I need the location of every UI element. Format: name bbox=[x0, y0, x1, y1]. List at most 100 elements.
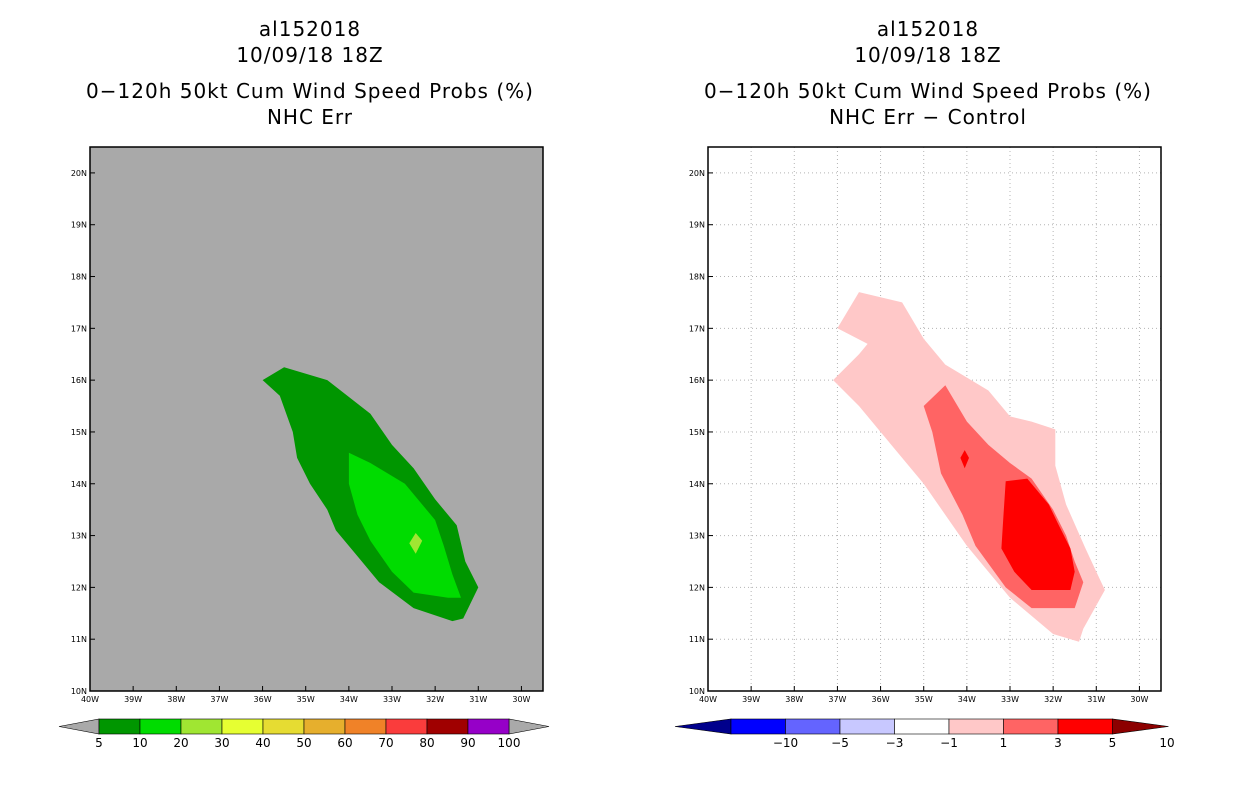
left-ytick-label: 16N bbox=[71, 376, 87, 385]
right-title-block: al152018 10/09/18 18Z 0−120h 50kt Cum Wi… bbox=[648, 16, 1208, 130]
right-product-title: 0−120h 50kt Cum Wind Speed Probs (%) bbox=[704, 79, 1152, 103]
left-colorbar-label: 10 bbox=[132, 736, 147, 750]
right-xtick-label: 32W bbox=[1044, 695, 1062, 704]
right-xtick-label: 31W bbox=[1087, 695, 1105, 704]
left-xtick-label: 34W bbox=[340, 695, 358, 704]
right-colorbar-low-arrow bbox=[674, 718, 732, 735]
left-colorbar-label: 40 bbox=[255, 736, 270, 750]
right-xtick-label: 40W bbox=[699, 695, 717, 704]
left-colorbar-swatch bbox=[221, 718, 264, 735]
right-contour-5-10-2 bbox=[1001, 478, 1075, 590]
left-colorbar-label: 30 bbox=[214, 736, 229, 750]
right-colorbar-label: 3 bbox=[1054, 736, 1062, 750]
right-colorbar-label: −3 bbox=[886, 736, 904, 750]
right-ytick-label: 12N bbox=[689, 583, 705, 592]
left-ytick-label: 11N bbox=[71, 635, 87, 644]
left-ytick-label: 12N bbox=[71, 583, 87, 592]
left-colorbar-label: 100 bbox=[498, 736, 521, 750]
left-colorbar-swatch bbox=[467, 718, 510, 735]
left-storm-id: al152018 bbox=[258, 17, 362, 41]
left-ytick-label: 17N bbox=[71, 324, 87, 333]
left-colorbar-label: 90 bbox=[460, 736, 475, 750]
left-colorbar-label: 80 bbox=[419, 736, 434, 750]
left-ytick-label: 14N bbox=[71, 480, 87, 489]
left-valid-time: 10/09/18 18Z bbox=[236, 43, 384, 67]
left-xtick-label: 40W bbox=[81, 695, 99, 704]
right-colorbar-swatch bbox=[1003, 718, 1059, 735]
left-xtick-label: 36W bbox=[254, 695, 272, 704]
right-storm-id: al152018 bbox=[876, 17, 980, 41]
right-xtick-label: 34W bbox=[958, 695, 976, 704]
right-colorbar-swatch bbox=[785, 718, 841, 735]
right-ytick-label: 16N bbox=[689, 376, 705, 385]
left-colorbar-high-arrow bbox=[508, 718, 550, 735]
left-ytick-label: 18N bbox=[71, 273, 87, 282]
left-plot-frame bbox=[89, 146, 544, 692]
right-ytick-label: 11N bbox=[689, 635, 705, 644]
left-product-title: 0−120h 50kt Cum Wind Speed Probs (%) bbox=[86, 79, 534, 103]
left-xtick-label: 32W bbox=[426, 695, 444, 704]
left-xtick-label: 38W bbox=[167, 695, 185, 704]
left-title-block: al152018 10/09/18 18Z 0−120h 50kt Cum Wi… bbox=[30, 16, 590, 130]
right-xtick-label: 36W bbox=[872, 695, 890, 704]
left-xtick-label: 37W bbox=[210, 695, 228, 704]
right-valid-time: 10/09/18 18Z bbox=[854, 43, 1002, 67]
left-subtitle: NHC Err bbox=[266, 105, 354, 129]
left-colorbar-swatch bbox=[344, 718, 387, 735]
right-xtick-label: 37W bbox=[828, 695, 846, 704]
left-xtick-label: 39W bbox=[124, 695, 142, 704]
right-plot-frame bbox=[707, 146, 1162, 692]
left-ytick-label: 19N bbox=[71, 221, 87, 230]
right-wind-prob-diff-map: 40W 39W 38W 37W 36W 35W 34W 33W 32W 31W 30W 10N 11N 1… bbox=[674, 146, 1175, 750]
left-xtick-label: 35W bbox=[297, 695, 315, 704]
right-ytick-label: 17N bbox=[689, 324, 705, 333]
left-contour-20-30-2 bbox=[409, 533, 423, 554]
right-ytick-label: 19N bbox=[689, 221, 705, 230]
left-colorbar-swatch bbox=[385, 718, 428, 735]
right-colorbar-label: 5 bbox=[1109, 736, 1117, 750]
right-xtick-label: 38W bbox=[785, 695, 803, 704]
left-xtick-label: 31W bbox=[469, 695, 487, 704]
right-colorbar-swatch bbox=[948, 718, 1004, 735]
left-colorbar-swatch bbox=[98, 718, 141, 735]
right-colorbar-swatch bbox=[730, 718, 786, 735]
right-ytick-label: 14N bbox=[689, 480, 705, 489]
right-xtick-label: 39W bbox=[742, 695, 760, 704]
left-colorbar-low-arrow bbox=[58, 718, 100, 735]
right-ytick-label: 13N bbox=[689, 532, 705, 541]
left-colorbar-swatch bbox=[139, 718, 182, 735]
right-colorbar-label: −10 bbox=[773, 736, 798, 750]
right-colorbar-swatch bbox=[839, 718, 895, 735]
right-ytick-label: 15N bbox=[689, 428, 705, 437]
right-colorbar-label: −5 bbox=[831, 736, 849, 750]
right-colorbar-label: 10 bbox=[1159, 736, 1174, 750]
right-ytick-label: 10N bbox=[689, 687, 705, 696]
right-colorbar-swatch bbox=[894, 718, 950, 735]
left-colorbar-label: 70 bbox=[378, 736, 393, 750]
left-colorbar-label: 5 bbox=[95, 736, 103, 750]
left-xtick-label: 30W bbox=[512, 695, 530, 704]
left-colorbar-swatch bbox=[180, 718, 223, 735]
left-colorbar-swatch bbox=[426, 718, 469, 735]
left-wind-prob-map: 40W 39W 38W 37W 36W 35W 34W 33W 32W 31W 30W 10N 11N 1… bbox=[58, 146, 550, 750]
right-colorbar-swatch bbox=[1057, 718, 1113, 735]
right-xtick-label: 35W bbox=[915, 695, 933, 704]
left-xtick-label: 33W bbox=[383, 695, 401, 704]
left-colorbar-swatch bbox=[303, 718, 346, 735]
right-ytick-label: 18N bbox=[689, 273, 705, 282]
left-colorbar-label: 20 bbox=[173, 736, 188, 750]
left-colorbar-label: 50 bbox=[296, 736, 311, 750]
left-ytick-label: 10N bbox=[71, 687, 87, 696]
right-contour-5-10-3 bbox=[960, 450, 969, 469]
right-colorbar-label: 1 bbox=[1000, 736, 1008, 750]
right-xtick-label: 33W bbox=[1001, 695, 1019, 704]
left-contour-10-20-1 bbox=[348, 452, 461, 598]
right-subtitle: NHC Err − Control bbox=[829, 105, 1027, 129]
right-colorbar-label: −1 bbox=[940, 736, 958, 750]
left-ytick-label: 20N bbox=[71, 169, 87, 178]
right-colorbar-high-arrow bbox=[1112, 718, 1169, 735]
left-ytick-label: 15N bbox=[71, 428, 87, 437]
right-ytick-label: 20N bbox=[689, 169, 705, 178]
left-colorbar-swatch bbox=[262, 718, 305, 735]
left-ytick-label: 13N bbox=[71, 532, 87, 541]
